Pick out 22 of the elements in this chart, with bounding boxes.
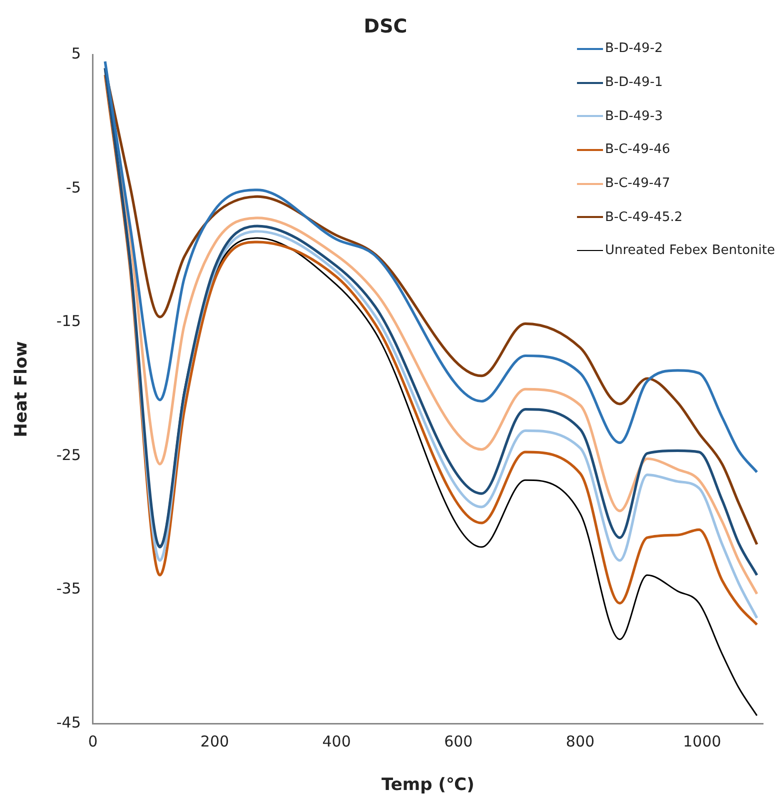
legend-label: B-D-49-2 bbox=[604, 41, 663, 56]
y-axis-title: Heat Flow bbox=[12, 340, 32, 438]
legend-label: B-C-49-47 bbox=[604, 176, 670, 192]
x-axis-title: Temp (℃) bbox=[382, 775, 474, 796]
x-tick-label: 400 bbox=[322, 732, 351, 750]
y-tick-label: -35 bbox=[56, 580, 81, 598]
y-tick-label: -15 bbox=[56, 312, 81, 330]
legend-label: B-D-49-3 bbox=[604, 108, 663, 124]
legend-label: Unreated Febex Bentonite bbox=[604, 243, 775, 258]
y-tick-label: -45 bbox=[56, 713, 81, 732]
chart-title: DSC bbox=[364, 15, 408, 38]
legend-label: B-C-49-46 bbox=[604, 142, 670, 158]
y-tick-label: -5 bbox=[66, 178, 81, 196]
x-tick-label: 1000 bbox=[682, 732, 722, 750]
x-tick-label: 600 bbox=[444, 732, 473, 750]
x-tick-label: 800 bbox=[566, 732, 595, 750]
y-tick-label: 5 bbox=[71, 44, 81, 63]
x-tick-label: 0 bbox=[88, 732, 98, 750]
x-tick-label: 200 bbox=[200, 732, 230, 750]
y-tick-label: -25 bbox=[56, 446, 81, 464]
legend-label: B-C-49-45.2 bbox=[604, 210, 683, 225]
legend-label: B-D-49-1 bbox=[604, 75, 663, 90]
